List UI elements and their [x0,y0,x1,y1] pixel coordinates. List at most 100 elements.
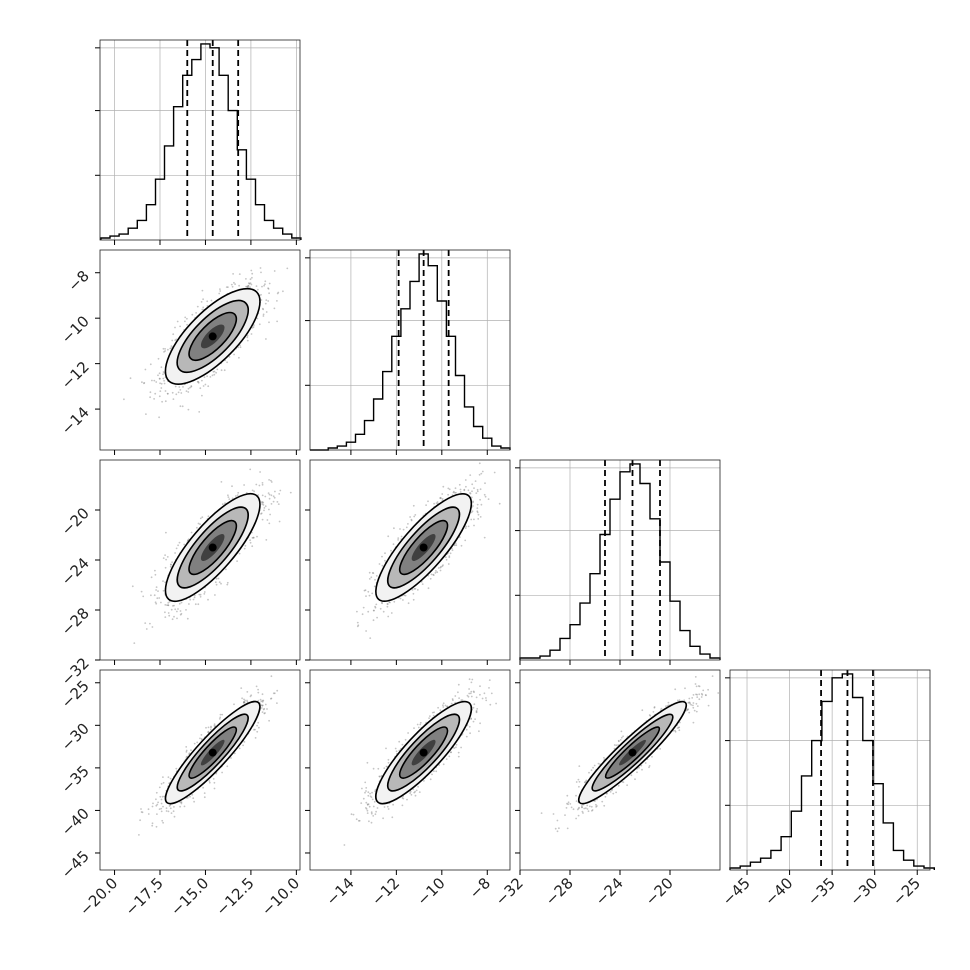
scatter-point [249,468,252,471]
scatter-point [265,311,268,313]
scatter-point [266,708,268,710]
scatter-point [575,794,577,797]
scatter-point [214,581,217,584]
scatter-point [195,312,198,314]
scatter-point [170,563,173,566]
scatter-point [263,509,265,512]
scatter-point [162,580,164,582]
scatter-point [191,793,194,796]
scatter-point [367,791,370,794]
scatter-point [686,708,689,711]
scatter-point [686,709,689,711]
scatter-point [365,630,367,632]
scatter-point [184,320,186,323]
scatter-point [158,377,161,380]
scatter-point [390,549,392,552]
scatter-point [576,808,579,811]
scatter-point [569,803,572,805]
scatter-point [371,572,374,574]
scatter-point [164,566,167,569]
scatter-point [262,315,265,317]
density-peak [419,748,428,757]
scatter-point [366,761,369,764]
histogram-bar [519,463,721,660]
scatter-point [410,519,413,522]
scatter-point [174,339,177,342]
y-tick-label: −35 [58,762,93,797]
scatter-point [260,501,263,504]
scatter-point [372,572,375,574]
scatter-point [429,715,431,717]
scatter-point [190,385,193,388]
scatter-point [374,606,377,609]
scatter-point [173,615,175,618]
scatter-point [368,805,371,808]
scatter-point [149,363,152,366]
scatter-point [391,816,394,819]
scatter-point [458,483,461,486]
scatter-point [678,726,681,729]
scatter-point [250,333,253,335]
scatter-point [213,781,216,784]
scatter-point [203,593,206,595]
scatter-point [350,813,353,816]
scatter-point [577,778,580,781]
scatter-point [362,797,365,800]
scatter-point [149,622,151,625]
scatter-point [171,618,174,621]
scatter-point [178,541,181,544]
scatter-point [455,743,458,746]
scatter-point [433,770,435,773]
scatter-point [174,326,176,329]
scatter-point [153,379,156,382]
scatter-point [373,800,376,803]
scatter-point [270,503,273,505]
scatter-point [257,691,260,694]
scatter-point [255,685,258,688]
scatter-point [389,601,391,604]
scatter-point [208,780,211,782]
scatter-point [264,280,267,283]
scatter-point [174,608,177,611]
scatter-point [386,605,389,608]
scatter-point [159,377,161,380]
scatter-point [198,593,201,596]
scatter-point [374,813,377,816]
scatter-point [225,568,227,571]
scatter-point [694,683,697,685]
scatter-point [175,338,178,341]
panel-frame [99,249,301,451]
panel-frame [99,39,301,241]
scatter-point [133,642,136,644]
scatter-point [167,776,170,779]
scatter-point [707,704,710,707]
scatter-point [219,288,221,290]
scatter-point [210,299,213,302]
scatter-point [261,503,263,505]
scatter-point [372,815,375,817]
scatter-point [257,288,259,291]
scatter-point [155,804,158,807]
scatter-point [246,691,249,693]
scatter-point [454,695,457,697]
scatter-point [427,587,430,590]
y-tick-label: −8 [64,267,92,295]
scatter-point [245,285,248,288]
scatter-point [176,320,179,323]
scatter-point [197,380,200,383]
scatter-point [387,603,389,605]
scatter-point [150,594,152,597]
scatter-point [251,489,254,492]
scatter-point [167,612,170,614]
scatter-point [227,494,229,497]
scatter-point [556,830,559,833]
scatter-point [267,300,270,302]
scatter-point [377,767,380,770]
scatter-point [199,517,202,520]
scatter-point [590,805,593,808]
y-tick-label: −14 [58,403,93,438]
scatter-point [207,385,210,388]
scatter-point [442,704,444,707]
scatter-point [360,802,363,804]
scatter-point [202,786,205,789]
